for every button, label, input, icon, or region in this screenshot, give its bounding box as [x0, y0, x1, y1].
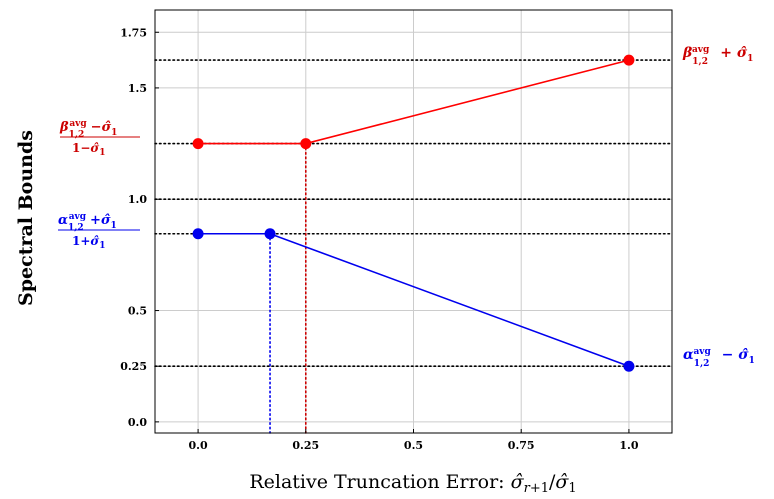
- y-tick-label-0: 0.0: [128, 416, 147, 429]
- svg-text:1+σ̂1: 1+σ̂1: [72, 234, 106, 251]
- x-tick-label-2: 0.5: [404, 439, 423, 452]
- series: [192, 54, 635, 372]
- series-1-point-0: [192, 228, 204, 240]
- annotation-alpha-frac: α1,2avg +σ̂1 1+σ̂1: [58, 212, 140, 251]
- y-tick-label-3: 1.0: [128, 193, 147, 206]
- series-0-point-0: [192, 138, 204, 150]
- ticks: 0.0 0.25 0.5 0.75 1.0 0.0 0.25 0.5 1.0 1.5 1.75: [120, 26, 639, 452]
- series-1-point-2: [623, 360, 635, 372]
- grid: [155, 10, 672, 433]
- series-0-point-2: [623, 54, 635, 66]
- x-tick-label-4: 1.0: [619, 439, 638, 452]
- svg-text:β1,2avg−σ̂1: β1,2avg −σ̂1: [59, 119, 117, 140]
- y-tick-label-4: 1.5: [128, 82, 147, 95]
- series-1-point-1: [264, 228, 276, 240]
- y-axis-label: Spectral Bounds: [15, 130, 37, 306]
- svg-text:α1,2avg+σ̂1: α1,2avg +σ̂1: [58, 212, 117, 233]
- x-tick-label-1: 0.25: [292, 439, 319, 452]
- svg-text:1−σ̂1: 1−σ̂1: [72, 141, 106, 158]
- y-tick-label-2: 0.5: [128, 305, 147, 318]
- x-axis-label: Relative Truncation Error: σ̂r+1/σ̂1: [249, 471, 576, 496]
- y-tick-label-5: 1.75: [120, 26, 147, 39]
- annotation-alpha-minus: α1,2avg − σ̂1: [683, 347, 755, 369]
- series-0-point-1: [300, 138, 312, 150]
- svg-text:α1,2avg − σ̂1: α1,2avg − σ̂1: [683, 347, 755, 369]
- annotation-beta-frac: β1,2avg −σ̂1 1−σ̂1: [59, 119, 140, 158]
- y-tick-label-1: 0.25: [120, 360, 147, 373]
- svg-text:β1,2avg + σ̂1: β1,2avg + σ̂1: [682, 45, 753, 67]
- x-tick-label-0: 0.0: [189, 439, 208, 452]
- x-tick-label-3: 0.75: [508, 439, 535, 452]
- annotation-beta-plus: β1,2avg + σ̂1: [682, 45, 753, 67]
